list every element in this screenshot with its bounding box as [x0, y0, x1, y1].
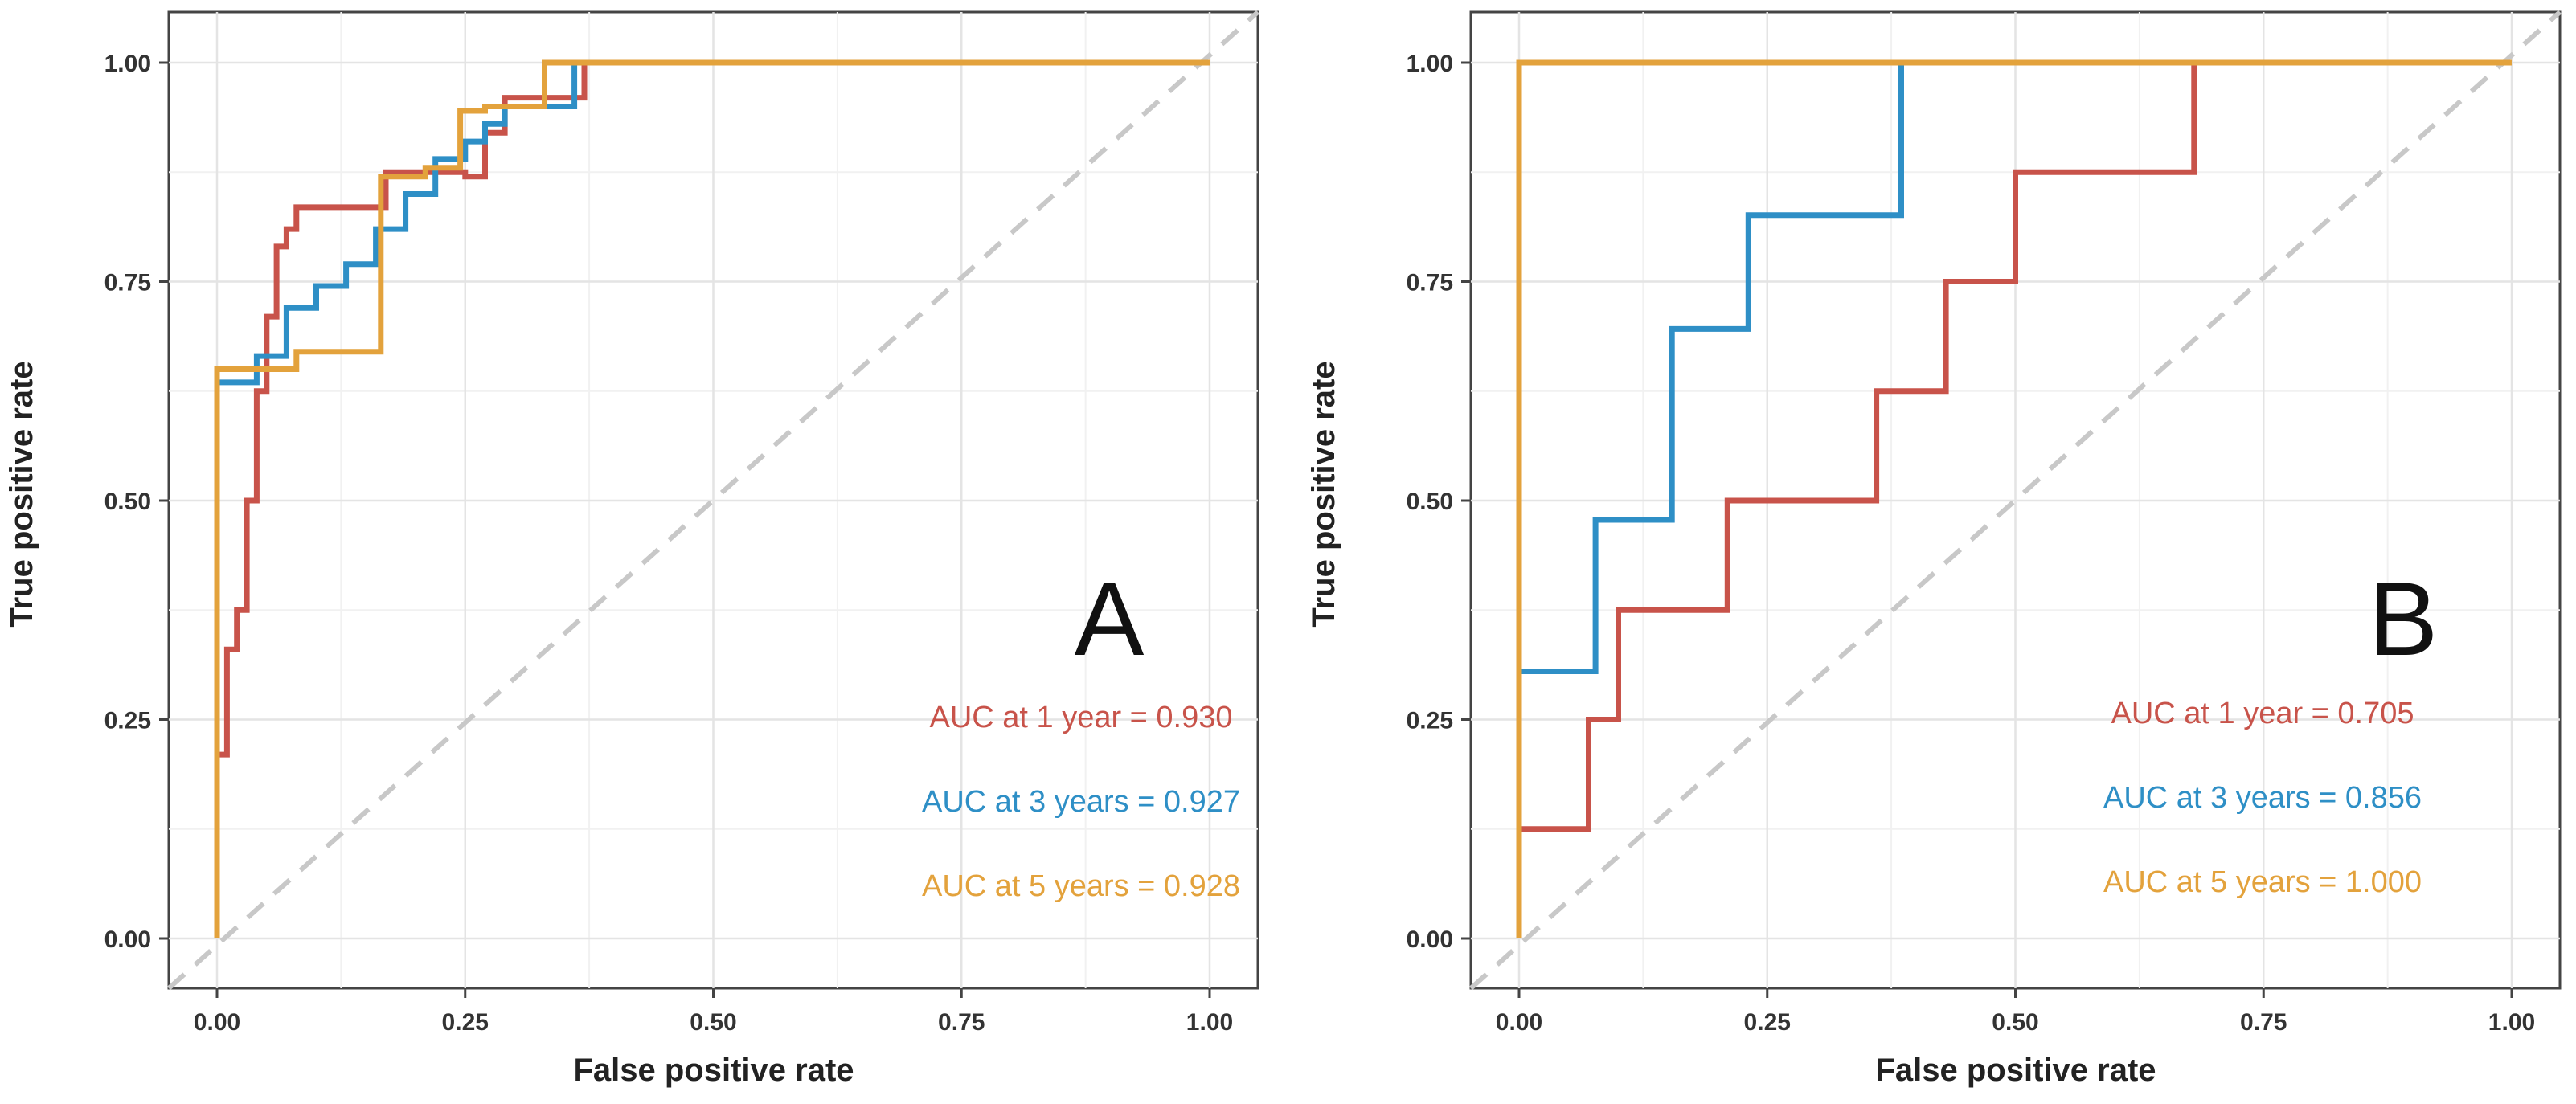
x-tick-label: 0.25	[1744, 1009, 1791, 1036]
x-axis-title: False positive rate	[573, 1053, 854, 1088]
x-tick-label: 0.75	[938, 1009, 985, 1036]
x-tick-label: 0.25	[442, 1009, 489, 1036]
x-axis-title: False positive rate	[1875, 1053, 2156, 1088]
reference-diagonal	[166, 10, 1260, 991]
x-tick-label: 0.75	[2240, 1009, 2287, 1036]
reference-diagonal	[1468, 10, 2562, 991]
x-tick-label: 0.50	[1992, 1009, 2038, 1036]
x-tick-label: 0.00	[1496, 1009, 1542, 1036]
y-tick-label: 0.25	[1407, 708, 1453, 734]
y-tick-label: 0.50	[104, 489, 151, 515]
y-tick-label: 0.00	[104, 926, 151, 953]
roc-line-3-years	[1516, 59, 2512, 938]
roc-panel-a: 0.00 0.25 0.50 0.75 1.00 0.00 0.25 0.50 0.75 1.00…	[4, 10, 1260, 1088]
y-tick-label: 1.00	[1407, 51, 1453, 77]
y-tick-label: 1.00	[104, 51, 151, 77]
x-tick-label: 1.00	[1186, 1009, 1233, 1036]
auc-annotation: AUC at 5 years = 1.000	[2103, 865, 2422, 899]
auc-annotation: AUC at 5 years = 0.928	[922, 869, 1240, 903]
y-tick-label: 0.00	[1407, 926, 1453, 953]
roc-line-5-years	[1516, 59, 2512, 938]
panel-label: B	[2369, 560, 2439, 677]
auc-annotation: AUC at 3 years = 0.927	[922, 785, 1240, 819]
x-tick-label: 1.00	[2488, 1009, 2535, 1036]
auc-annotation: AUC at 1 year = 0.705	[2111, 697, 2414, 730]
roc-line-1-year	[214, 59, 1210, 938]
roc-panel-b: 0.00 0.25 0.50 0.75 1.00 0.00 0.25 0.50 0.75 1.00…	[1306, 10, 2562, 1088]
x-tick-label: 0.00	[194, 1009, 240, 1036]
roc-line-1-year	[1516, 59, 2512, 938]
x-tick-label: 0.50	[690, 1009, 736, 1036]
y-tick-label: 0.75	[104, 270, 151, 296]
roc-line-5-years	[214, 59, 1210, 938]
auc-annotation: AUC at 1 year = 0.930	[929, 701, 1232, 734]
auc-annotation: AUC at 3 years = 0.856	[2103, 781, 2422, 815]
y-axis-title: True positive rate	[4, 361, 39, 627]
y-tick-label: 0.50	[1407, 489, 1453, 515]
y-axis-title: True positive rate	[1306, 361, 1341, 627]
panel-label: A	[1075, 560, 1145, 677]
y-tick-label: 0.25	[104, 708, 151, 734]
y-tick-label: 0.75	[1407, 270, 1453, 296]
